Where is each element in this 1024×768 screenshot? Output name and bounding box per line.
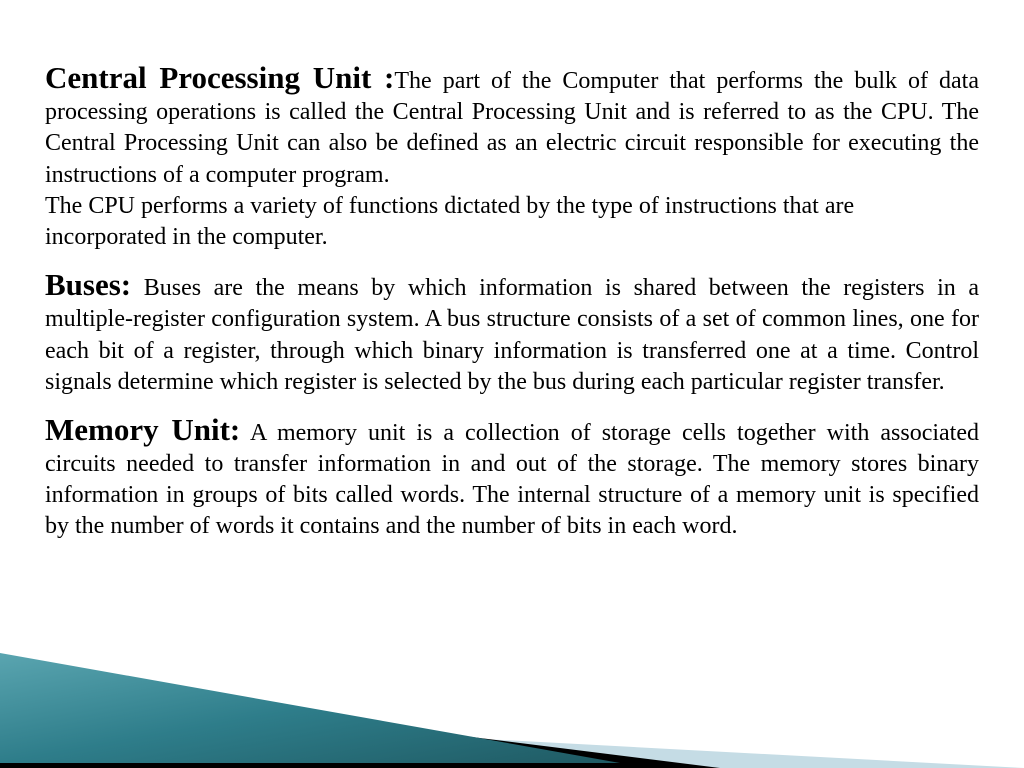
slide-decoration	[0, 638, 1024, 768]
slide-content: Central Processing Unit :The part of the…	[0, 0, 1024, 543]
body-cpu-2: The CPU performs a variety of functions …	[45, 191, 979, 253]
heading-memory: Memory Unit:	[45, 412, 240, 447]
section-memory: Memory Unit: A memory unit is a collecti…	[45, 412, 979, 543]
body-buses: Buses are the means by which information…	[45, 275, 979, 395]
section-cpu: Central Processing Unit :The part of the…	[45, 60, 979, 253]
heading-buses: Buses:	[45, 267, 131, 302]
heading-cpu: Central Processing Unit :	[45, 60, 394, 95]
section-buses: Buses: Buses are the means by which info…	[45, 267, 979, 398]
